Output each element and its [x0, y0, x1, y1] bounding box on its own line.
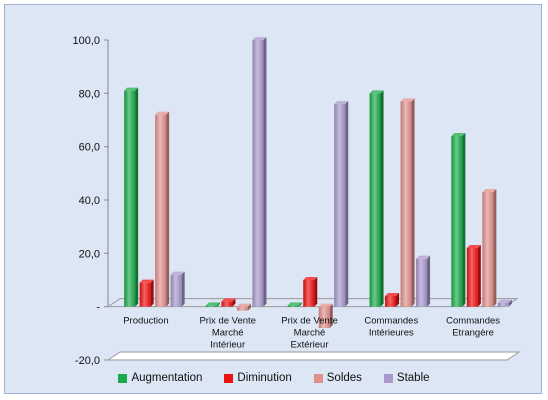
bar-side	[314, 277, 318, 307]
legend-item-soldes: Soldes	[313, 372, 362, 384]
bar-top	[497, 299, 512, 303]
bar-top	[124, 87, 139, 91]
bar-side	[216, 302, 220, 307]
bar-top	[252, 37, 267, 40]
legend-item-augmentation: Augmentation	[118, 372, 202, 384]
bar-side	[477, 245, 481, 307]
y-tick-label: -	[96, 302, 100, 314]
x-tick-label: Intérieures	[369, 328, 414, 339]
bar-side	[380, 90, 384, 307]
bar	[221, 301, 233, 307]
bar-top	[482, 189, 497, 192]
bar	[334, 104, 346, 307]
bar-side	[150, 279, 154, 307]
bar-side	[345, 101, 349, 307]
y-tick-label: 100,0	[72, 35, 100, 47]
bar	[205, 305, 217, 307]
legend-label-stable: Stable	[396, 372, 430, 384]
legend-label-augmentation: Augmentation	[131, 372, 203, 384]
x-tick-label: Marché	[212, 328, 244, 339]
bar	[482, 192, 494, 307]
bar-top	[303, 277, 318, 280]
bar-top	[416, 255, 431, 259]
bar	[400, 101, 412, 307]
x-tick-label: Etrangère	[452, 328, 494, 339]
bar-top	[139, 279, 154, 283]
legend-swatch-diminution	[224, 373, 234, 383]
bar	[139, 282, 151, 307]
y-tick-label: 60,0	[79, 142, 100, 154]
bar-top	[170, 271, 185, 275]
legend-label-diminution: Diminution	[237, 372, 292, 384]
bar-top	[318, 303, 333, 307]
bar-side	[329, 303, 333, 328]
bar	[124, 90, 136, 307]
legend-swatch-soldes	[313, 373, 323, 383]
bar-side	[396, 293, 400, 307]
bar-top	[385, 293, 400, 296]
legend-swatch-augmentation	[118, 373, 128, 383]
bar-side	[427, 255, 431, 307]
bar	[385, 296, 397, 307]
bar-top	[236, 303, 251, 307]
bar	[252, 40, 264, 307]
bar-top	[205, 302, 220, 306]
bar	[497, 302, 509, 307]
bar	[236, 306, 248, 311]
x-tick-label: Commandes	[446, 316, 500, 327]
bar-side	[166, 111, 170, 307]
bar	[369, 93, 381, 307]
bar-side	[462, 133, 466, 307]
bar-top	[400, 98, 415, 102]
y-tick-label: 40,0	[79, 195, 100, 207]
bar	[303, 280, 315, 307]
bar-side	[411, 98, 415, 307]
x-tick-label: Intérieur	[210, 340, 245, 351]
bar-side	[493, 189, 497, 307]
x-tick-label: Prix de Vente	[199, 316, 256, 327]
x-tick-label: Commandes	[364, 316, 418, 327]
bar-top	[287, 302, 302, 306]
bar	[466, 248, 478, 307]
legend-item-stable: Stable	[383, 372, 430, 384]
bar	[170, 274, 182, 307]
bar-top	[155, 111, 170, 115]
bar-top	[369, 90, 384, 94]
bar-side	[232, 298, 236, 307]
bar-side	[247, 303, 251, 311]
bar-side	[263, 37, 267, 307]
bar-top	[334, 101, 349, 104]
bar	[451, 136, 463, 307]
legend-item-diminution: Diminution	[224, 372, 292, 384]
bar-top	[221, 298, 236, 302]
bar-side	[298, 302, 302, 307]
bar-side	[181, 271, 185, 307]
bar-top	[466, 245, 481, 248]
x-tick-label: Prix de Vente	[281, 316, 338, 327]
legend-label-soldes: Soldes	[326, 372, 362, 384]
bar	[287, 305, 299, 307]
floor-plane	[106, 351, 521, 361]
bar-side	[508, 299, 512, 307]
bar	[155, 114, 167, 307]
bar-top	[451, 133, 466, 136]
bar	[416, 258, 428, 307]
y-tick-label: -20,0	[75, 355, 100, 367]
y-tick-label: 80,0	[79, 88, 100, 100]
x-tick-label: Marché	[294, 328, 326, 339]
y-tick-label: 20,0	[79, 248, 100, 260]
chart-legend: Augmentation Diminution Soldes Stable	[0, 372, 548, 384]
legend-swatch-stable	[383, 373, 393, 383]
bar	[318, 306, 330, 328]
x-tick-label: Production	[123, 316, 168, 327]
bar-side	[135, 87, 139, 307]
x-tick-label: Extérieur	[290, 340, 328, 351]
